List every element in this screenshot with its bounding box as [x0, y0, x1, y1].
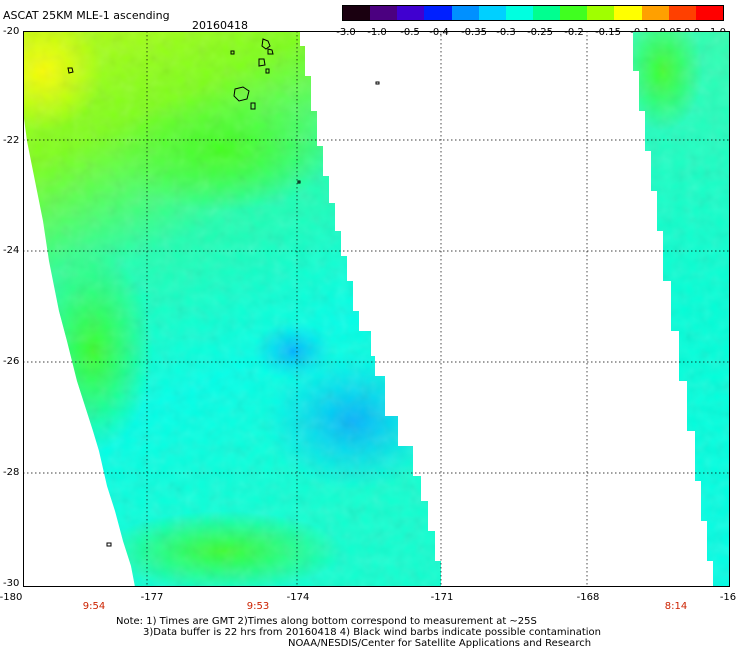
island-outlines [67, 38, 380, 547]
colorbar-tick: -0.15 [595, 27, 621, 38]
colorbar-swatch [505, 6, 533, 20]
colorbar-swatch [668, 6, 696, 20]
lon-label: -174 [286, 592, 310, 603]
lat-label: -22 [3, 135, 20, 146]
colorbar-tick: -0.5 [400, 27, 420, 38]
wind-map [23, 31, 730, 587]
map-title: ASCAT 25KM MLE-1 ascending [3, 9, 170, 22]
lat-label: -30 [3, 578, 20, 589]
colorbar-tick: -1.0 [367, 27, 387, 38]
colorbar-swatch [478, 6, 506, 20]
colorbar-tick: -0.25 [527, 27, 553, 38]
credit-line: NOAA/NESDIS/Center for Satellite Applica… [288, 638, 592, 649]
lat-label: -20 [3, 26, 20, 37]
colorbar-swatch [397, 6, 425, 20]
note-line: Note: 1) Times are GMT 2)Times along bot… [116, 616, 537, 627]
map-date: 20160418 [192, 19, 248, 32]
colorbar-tick: -3.0 [336, 27, 356, 38]
lat-label: -26 [3, 356, 20, 367]
time-label: 9:53 [246, 601, 270, 612]
colorbar-tick: -0.4 [429, 27, 449, 38]
time-label: 9:54 [82, 601, 106, 612]
colorbar-tick: -0.35 [461, 27, 487, 38]
lon-label: -16 [719, 592, 737, 603]
colorbar-swatch [641, 6, 669, 20]
colorbar-swatch [560, 6, 588, 20]
colorbar-swatch [695, 6, 723, 20]
colorbar-tick: -0.3 [496, 27, 516, 38]
lat-label: -28 [3, 467, 20, 478]
colorbar-swatch [370, 6, 398, 20]
colorbar-swatch [424, 6, 452, 20]
colorbar [342, 5, 724, 21]
swath-east [633, 31, 730, 587]
note-line: 3)Data buffer is 22 hrs from 20160418 4)… [143, 627, 601, 638]
colorbar-swatch [451, 6, 479, 20]
lon-label: -171 [430, 592, 454, 603]
lon-label: -177 [140, 592, 164, 603]
map-frame [23, 31, 730, 587]
time-label: 8:14 [664, 601, 688, 612]
lon-label: -180 [0, 592, 23, 603]
colorbar-swatch [343, 6, 371, 20]
colorbar-swatch [614, 6, 642, 20]
colorbar-swatch [532, 6, 561, 20]
swath-west [23, 31, 441, 587]
lon-label: -168 [576, 592, 600, 603]
colorbar-tick: -0.2 [564, 27, 584, 38]
colorbar-swatch [587, 6, 615, 20]
map-grid [23, 31, 730, 587]
lat-label: -24 [3, 245, 20, 256]
